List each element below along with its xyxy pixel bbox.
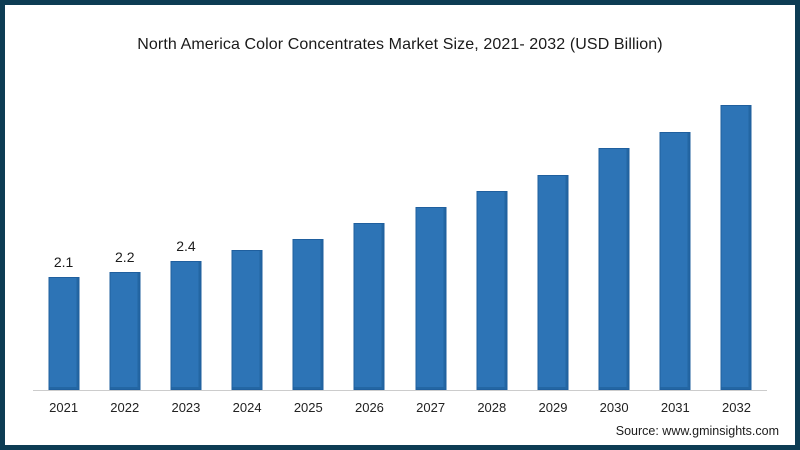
x-axis-tick-label: 2022 <box>110 400 140 415</box>
x-axis-tick-label: 2025 <box>293 400 323 415</box>
bar-column <box>278 60 339 390</box>
bar-column: 2.4 <box>155 60 216 390</box>
bar <box>415 207 447 390</box>
x-axis-tick-label: 2028 <box>477 400 507 415</box>
bar <box>48 277 80 390</box>
bar-column <box>461 60 522 390</box>
bar-column <box>645 60 706 390</box>
bar-column <box>584 60 645 390</box>
bar-column <box>339 60 400 390</box>
bar <box>659 132 691 390</box>
bar-column: 2.1 <box>33 60 94 390</box>
bar <box>476 191 508 390</box>
x-axis-labels: 2021 2022 2023 2024 2025 2026 2027 2028 2029 2030… <box>33 400 767 415</box>
x-axis-tick-label: 2027 <box>416 400 446 415</box>
x-axis-line <box>33 390 767 391</box>
bar <box>537 175 569 390</box>
x-axis-tick-label: 2032 <box>722 400 751 415</box>
x-axis-tick-label: 2021 <box>49 400 79 415</box>
bar <box>170 261 202 390</box>
bar-column: 2.2 <box>94 60 155 390</box>
x-axis-tick-label: 2026 <box>354 400 384 415</box>
chart-title: North America Color Concentrates Market … <box>137 36 663 53</box>
bar-column <box>400 60 461 390</box>
bar <box>109 272 141 390</box>
source-text: Source: www.gminsights.com <box>615 424 779 438</box>
bar <box>720 105 752 390</box>
bar-column <box>706 60 767 390</box>
bars-container: 2.1 2.2 2.4 <box>33 60 767 390</box>
bar-value-label: 2.1 <box>53 254 74 270</box>
bar-column <box>522 60 583 390</box>
bar-value-label: 2.2 <box>115 249 135 265</box>
x-axis-tick-label: 2023 <box>171 400 201 415</box>
bar <box>598 148 630 390</box>
plot-area: 2.1 2.2 2.4 <box>33 60 767 390</box>
x-axis-tick-label: 2029 <box>538 400 568 415</box>
bar-column <box>217 60 278 390</box>
bar-value-label: 2.4 <box>176 238 196 254</box>
bar <box>231 250 263 390</box>
x-axis-tick-label: 2024 <box>232 400 262 415</box>
x-axis-tick-label: 2030 <box>599 400 629 415</box>
bar <box>353 223 385 390</box>
bar <box>292 239 324 390</box>
x-axis-tick-label: 2031 <box>660 400 690 415</box>
